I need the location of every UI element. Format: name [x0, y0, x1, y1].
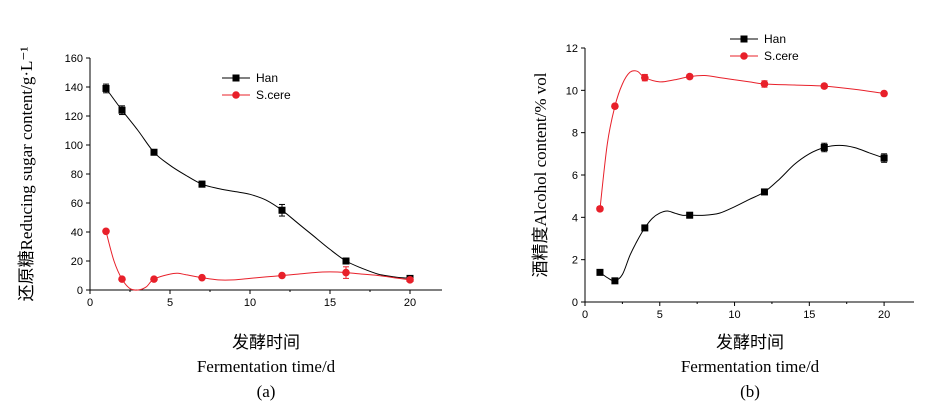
x-axis-label-cn: 发酵时间 [232, 333, 300, 353]
data-point-scere [596, 205, 604, 213]
data-point-scere [641, 73, 649, 82]
data-point-han [611, 277, 619, 285]
data-point-scere [102, 227, 110, 236]
chart-panel-b: 0 5 10 15 20 0 2 4 6 8 10 12 Han S.cere 发酵时间 Fermentati… [531, 32, 914, 401]
y-tick-label: 20 [71, 256, 83, 268]
y-tick-label: 0 [572, 297, 578, 309]
data-point-han [150, 148, 158, 156]
data-point-han [278, 206, 286, 214]
x-tick-label: 0 [582, 309, 588, 321]
data-point-scere [611, 102, 619, 111]
y-tick-label: 160 [65, 53, 83, 65]
x-tick-label: 0 [87, 297, 93, 309]
x-tick-label: 5 [657, 309, 663, 321]
legend-label-han: Han [256, 71, 278, 85]
y-tick-label: 0 [77, 285, 83, 297]
legend-label-scere: S.cere [764, 49, 799, 63]
data-point-scere [760, 80, 769, 88]
y-axis-label: 酒精度Alcohol content/% vol [531, 72, 551, 277]
data-point-han [118, 106, 126, 114]
y-axis-label-en: Alcohol content/% vol [531, 72, 550, 226]
y-tick-label: 10 [566, 85, 578, 97]
data-point-scere [406, 276, 414, 284]
data-point-han [342, 257, 350, 265]
legend-label-scere: S.cere [256, 88, 291, 102]
x-tick-label: 20 [404, 297, 416, 309]
x-tick-label: 10 [728, 309, 740, 321]
y-tick-label: 40 [71, 227, 83, 239]
data-point-scere [342, 268, 350, 277]
data-point-han [198, 180, 206, 188]
y-tick-label: 2 [572, 255, 578, 267]
panel-label: (a) [257, 382, 276, 401]
legend-marker-scere [232, 91, 240, 99]
y-tick-label: 80 [71, 169, 83, 181]
series-line-scere [599, 70, 885, 209]
legend-marker-scere [740, 52, 748, 60]
data-point-scere [198, 273, 206, 282]
x-tick-label: 5 [167, 297, 173, 309]
x-axis-label-cn: 发酵时间 [716, 333, 784, 353]
y-tick-label: 12 [566, 43, 578, 55]
panel-label: (b) [740, 382, 760, 401]
data-point-scere [118, 275, 126, 283]
data-point-han [760, 188, 768, 196]
chart-panel-a: 0 5 10 15 20 0 20 40 60 80 100 120 140 160 Han S.cere 发酵… [17, 47, 442, 401]
x-tick-label: 15 [803, 309, 815, 321]
y-tick-label: 6 [572, 170, 578, 182]
legend: Han S.cere [730, 32, 799, 63]
data-point-han [686, 211, 694, 219]
y-axis-label-cn: 还原糖 [17, 250, 37, 301]
y-tick-label: 120 [65, 111, 83, 123]
legend-marker-han [740, 35, 748, 43]
y-tick-label: 4 [572, 212, 578, 224]
y-tick-label: 60 [71, 198, 83, 210]
y-tick-label: 100 [65, 140, 83, 152]
x-tick-label: 10 [244, 297, 256, 309]
data-point-han [596, 268, 604, 276]
y-tick-label: 8 [572, 128, 578, 140]
legend-marker-han [232, 74, 240, 82]
x-axis-label: Fermentation time/d [681, 357, 820, 376]
y-axis-label: 还原糖Reducing sugar content/g·L⁻¹ [17, 47, 37, 302]
data-point-han [102, 84, 110, 92]
data-point-han [641, 224, 649, 232]
data-point-scere [150, 275, 158, 283]
legend: Han S.cere [222, 71, 291, 102]
x-tick-label: 15 [324, 297, 336, 309]
series-line-han [105, 88, 411, 279]
data-point-han [880, 154, 888, 162]
data-point-scere [685, 72, 694, 81]
y-axis-label-en: Reducing sugar content/g·L⁻¹ [17, 47, 36, 251]
data-point-scere [278, 271, 286, 280]
data-point-han [820, 143, 828, 151]
x-tick-label: 20 [878, 309, 890, 321]
legend-label-han: Han [764, 32, 786, 46]
series-line-han [599, 144, 885, 282]
data-point-scere [880, 89, 888, 98]
x-axis-label: Fermentation time/d [197, 357, 336, 376]
data-point-scere [820, 82, 829, 90]
y-axis-label-cn: 酒精度 [531, 226, 551, 277]
y-tick-label: 140 [65, 82, 83, 94]
